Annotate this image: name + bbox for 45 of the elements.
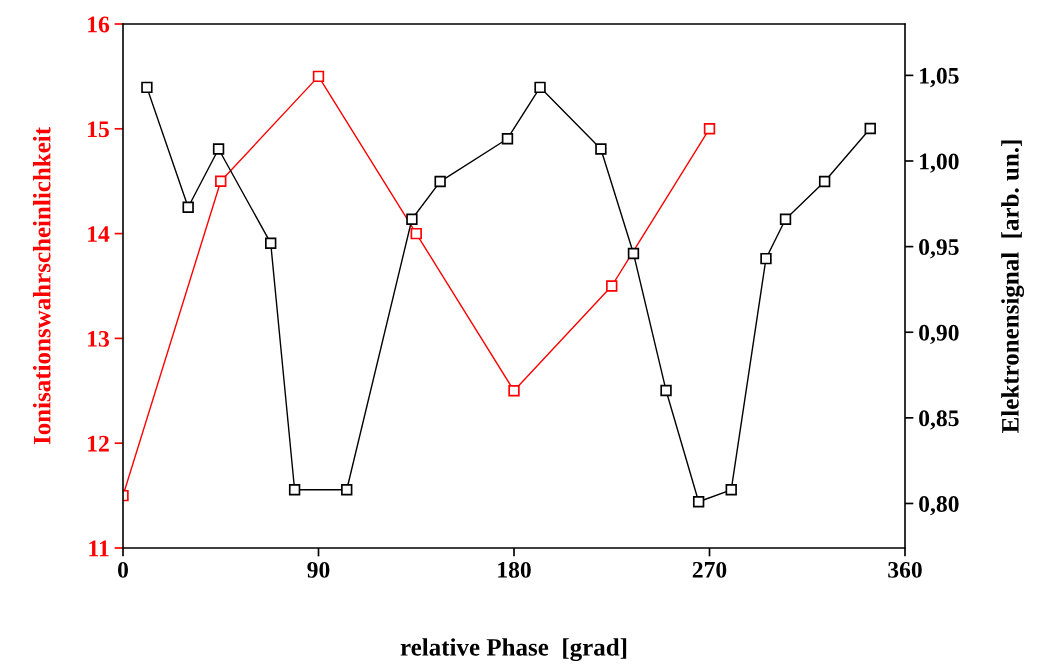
point	[534, 81, 546, 94]
point	[660, 384, 672, 397]
x-tick-label: 180	[498, 561, 531, 578]
point	[141, 81, 153, 94]
x-axis-title: relative Phase [grad]	[400, 638, 627, 662]
point	[779, 213, 792, 225]
x-tick-label: 90	[307, 561, 330, 578]
point	[212, 143, 225, 155]
y-tick-label: 12	[88, 435, 109, 452]
x-tick-label: 360	[888, 561, 922, 578]
y2-tick-label: 0,80	[919, 495, 959, 516]
y2-tick-label: 0,95	[919, 239, 959, 259]
x-tick-label: 0	[118, 561, 128, 578]
y-tick-label: 14	[88, 226, 110, 242]
y-tick-label: 13	[88, 330, 109, 347]
y-axis-title: Ionisationswahrscheinlichkeit	[32, 127, 51, 445]
point	[265, 237, 277, 249]
point	[341, 484, 353, 496]
point	[182, 201, 194, 213]
point	[501, 133, 514, 145]
y-tick-label: 11	[89, 540, 109, 557]
point	[627, 247, 640, 260]
point	[760, 252, 772, 265]
point	[434, 175, 446, 188]
point	[725, 484, 737, 496]
point	[606, 280, 618, 292]
y2-axis-title: Elektronensignal [arb. un.]	[1001, 140, 1025, 433]
point	[406, 213, 418, 225]
point	[818, 175, 831, 188]
y2-tick-label: 1,05	[920, 67, 959, 88]
point	[508, 385, 520, 397]
point	[215, 175, 227, 187]
point	[595, 143, 607, 155]
y2-tick-label: 1,00	[920, 153, 959, 173]
point	[703, 123, 716, 135]
point	[312, 70, 325, 83]
y-tick-label: 15	[88, 121, 109, 138]
y2-tick-label: 0,90	[919, 324, 959, 345]
point	[864, 122, 876, 135]
point	[692, 496, 705, 508]
y2-tick-label: 0,85	[919, 410, 959, 430]
point	[410, 227, 422, 240]
y-tick-label: 16	[88, 16, 110, 33]
point	[288, 484, 301, 496]
x-tick-label: 270	[692, 561, 727, 578]
